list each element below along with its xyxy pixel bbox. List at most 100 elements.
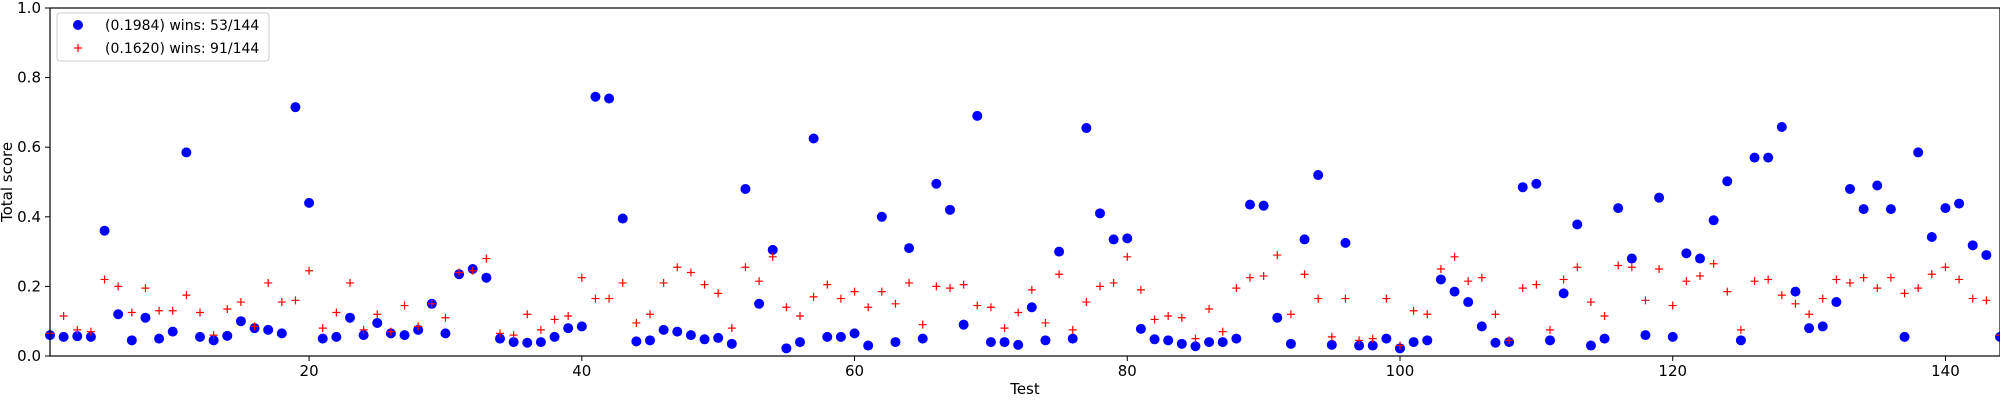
- data-point-series-2: [1655, 265, 1664, 273]
- data-point-series-1: [1163, 335, 1174, 346]
- data-point-series-1: [713, 332, 724, 343]
- data-point-series-2: [1573, 263, 1582, 272]
- data-point-series-1: [290, 102, 301, 113]
- legend-box: [56, 12, 270, 62]
- data-point-series-2: [1396, 341, 1404, 350]
- data-point-series-2: [1614, 261, 1623, 270]
- data-point-series-1: [304, 197, 315, 208]
- data-point-series-1: [945, 204, 955, 215]
- data-point-series-1: [754, 298, 765, 309]
- data-point-series-2: [1082, 298, 1091, 307]
- y-axis: 0.0 0.2 0.4 0.6 0.8 1.0: [17, 0, 50, 365]
- data-point-series-1: [317, 333, 328, 344]
- data-point-series-2: [536, 325, 545, 334]
- y-tick-label: 0.0: [17, 347, 41, 365]
- data-point-series-2: [468, 266, 477, 275]
- data-point-series-2: [1055, 270, 1064, 279]
- data-point-series-1: [1858, 204, 1869, 215]
- data-point-series-2: [400, 301, 409, 310]
- data-point-series-1: [849, 328, 860, 339]
- data-point-series-2: [1791, 299, 1800, 308]
- data-point-series-2: [1818, 294, 1827, 303]
- data-point-series-2: [1805, 310, 1814, 319]
- x-axis-label: Test: [1009, 380, 1040, 398]
- x-axis: 20 40 60 80 100 120 140: [300, 356, 1960, 380]
- data-point-series-2: [1205, 305, 1214, 314]
- data-point-series-2: [850, 287, 859, 296]
- data-point-series-2: [1736, 325, 1745, 334]
- data-point-series-2: [482, 254, 491, 263]
- data-point-series-1: [1204, 337, 1215, 348]
- data-point-series-1: [890, 337, 901, 348]
- data-point-series-2: [1546, 325, 1554, 334]
- data-point-series-2: [591, 294, 600, 303]
- data-point-series-1: [1749, 152, 1760, 163]
- data-point-series-2: [1968, 294, 1977, 303]
- data-point-series-2: [1368, 334, 1377, 343]
- data-point-series-2: [414, 322, 423, 331]
- data-point-series-2: [1982, 296, 1991, 305]
- data-point-series-1: [276, 328, 287, 339]
- data-point-series-1: [1190, 341, 1201, 352]
- data-point-series-2: [1450, 252, 1459, 261]
- data-point-series-1: [1408, 337, 1419, 348]
- data-point-series-1: [99, 225, 110, 236]
- data-point-series-2: [1136, 285, 1145, 294]
- data-point-series-2: [114, 282, 123, 291]
- data-point-series-2: [673, 263, 682, 272]
- data-point-series-2: [100, 275, 109, 284]
- data-point-series-1: [917, 333, 928, 344]
- data-point-series-2: [1955, 275, 1964, 284]
- data-point-series-2: [1068, 325, 1077, 334]
- data-point-series-1: [1531, 178, 1542, 189]
- data-point-series-2: [796, 311, 804, 320]
- data-point-series-2: [1041, 318, 1050, 327]
- data-point-series-2: [891, 299, 900, 308]
- data-point-series-2: [864, 303, 873, 312]
- data-point-series-1: [481, 272, 492, 283]
- data-point-series-2: [1164, 311, 1173, 320]
- data-point-series-2: [1873, 284, 1882, 293]
- data-point-series-2: [1559, 275, 1568, 284]
- data-point-series-2: [1014, 308, 1023, 317]
- data-point-series-1: [1381, 333, 1392, 344]
- data-point-series-1: [672, 326, 683, 337]
- data-point-series-2: [946, 284, 954, 293]
- data-point-series-1: [1108, 234, 1119, 245]
- data-point-series-2: [1832, 275, 1841, 284]
- plot-frame: [49, 7, 2000, 357]
- data-point-series-1: [1258, 200, 1269, 211]
- data-point-series-1: [1217, 337, 1228, 348]
- data-point-series-1: [1367, 340, 1378, 351]
- data-point-series-1: [904, 243, 915, 254]
- data-point-series-1: [1095, 208, 1105, 219]
- data-point-series-2: [686, 268, 695, 277]
- data-point-series-2: [959, 280, 968, 289]
- data-point-series-2: [1409, 306, 1418, 315]
- data-point-series-1: [1340, 237, 1351, 248]
- data-point-series-2: [714, 289, 723, 298]
- data-point-series-2: [1327, 332, 1336, 341]
- data-point-series-2: [1886, 273, 1895, 282]
- data-point-series-2: [932, 282, 941, 291]
- data-point-series-1: [1667, 331, 1678, 342]
- data-point-series-1: [1435, 274, 1446, 285]
- data-point-series-2: [973, 301, 982, 310]
- data-point-series-1: [1558, 288, 1569, 299]
- data-point-series-2: [523, 310, 532, 319]
- data-point-series-2: [1505, 336, 1514, 345]
- data-point-series-2: [332, 308, 341, 317]
- data-point-series-2: [1355, 336, 1364, 345]
- data-point-series-2: [1723, 287, 1732, 296]
- data-point-series-1: [1067, 333, 1078, 344]
- data-point-series-2: [1273, 251, 1282, 260]
- data-point-series-1: [522, 337, 533, 348]
- data-point-series-2: [836, 294, 845, 303]
- data-point-series-2: [141, 284, 150, 293]
- data-point-series-2: [73, 325, 82, 334]
- data-point-series-1: [1285, 338, 1296, 349]
- data-point-series-2: [1464, 277, 1473, 286]
- data-point-series-1: [535, 337, 546, 348]
- data-point-series-1: [999, 337, 1010, 348]
- data-point-series-2: [646, 310, 654, 319]
